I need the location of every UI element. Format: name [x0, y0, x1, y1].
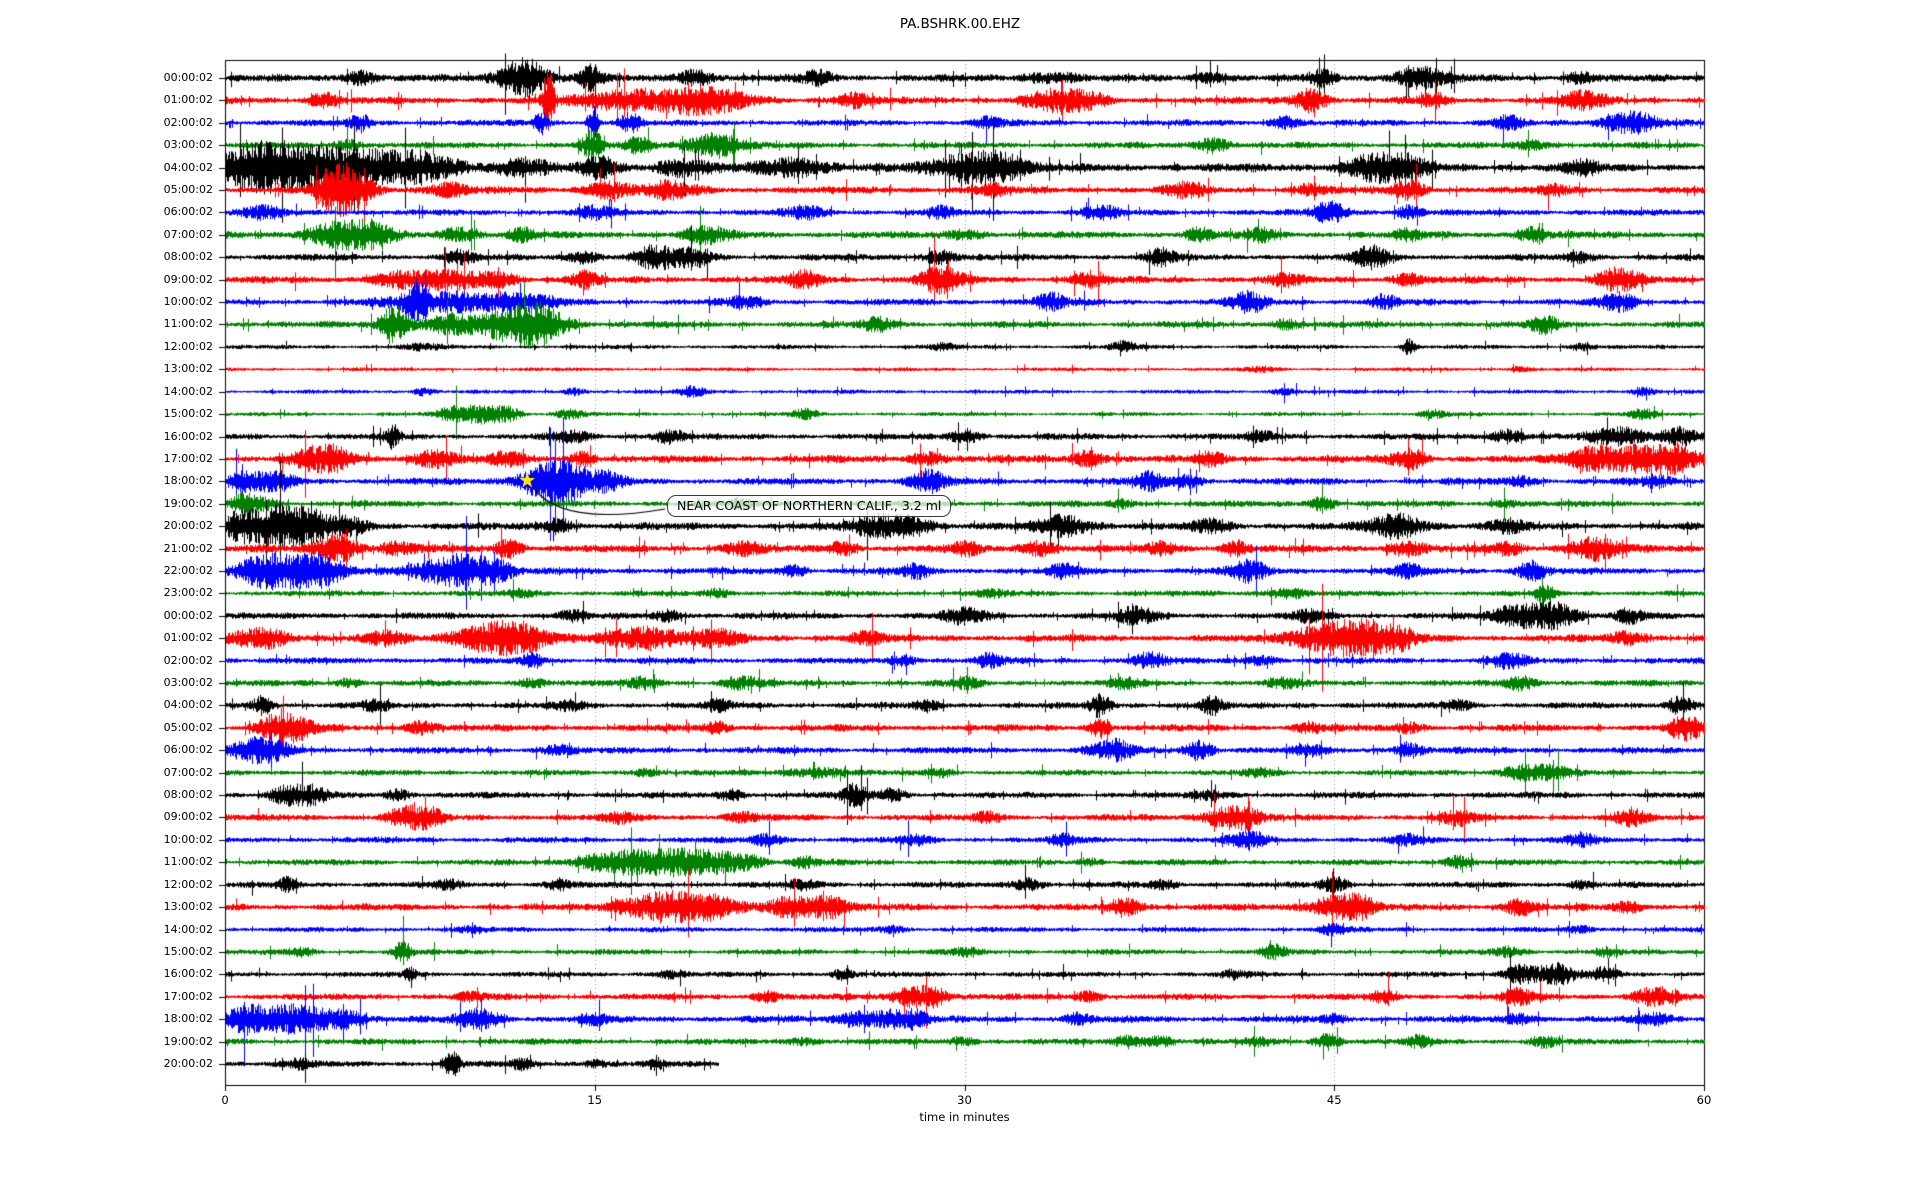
row-label: 09:00:02 — [163, 272, 213, 286]
row-label: 06:00:02 — [163, 743, 213, 757]
row-label: 03:00:02 — [163, 676, 213, 690]
row-label: 03:00:02 — [163, 138, 213, 152]
row-label: 16:00:02 — [163, 967, 213, 981]
row-label: 19:00:02 — [163, 496, 213, 510]
row-label: 01:00:02 — [163, 631, 213, 645]
x-axis-tick-label: 15 — [587, 1093, 603, 1107]
row-label: 08:00:02 — [163, 788, 213, 802]
row-label: 07:00:02 — [163, 227, 213, 241]
row-label: 02:00:02 — [163, 115, 213, 129]
row-label: 11:00:02 — [163, 317, 213, 331]
row-label: 12:00:02 — [163, 877, 213, 891]
x-axis-tick-label: 60 — [1696, 1093, 1712, 1107]
row-label: 04:00:02 — [163, 698, 213, 712]
row-label: 17:00:02 — [163, 451, 213, 465]
row-label: 15:00:02 — [163, 407, 213, 421]
event-annotation-box: NEAR COAST OF NORTHERN CALIF., 3.2 ml — [667, 495, 952, 517]
row-label: 11:00:02 — [163, 855, 213, 869]
row-label: 20:00:02 — [163, 519, 213, 533]
row-label: 23:00:02 — [163, 586, 213, 600]
row-label: 04:00:02 — [163, 160, 213, 174]
row-label: 20:00:02 — [163, 1056, 213, 1070]
event-annotation-text: NEAR COAST OF NORTHERN CALIF., 3.2 ml — [677, 498, 942, 513]
row-label: 00:00:02 — [163, 608, 213, 622]
page-title: PA.BSHRK.00.EHZ — [899, 16, 1021, 32]
row-label: 06:00:02 — [163, 205, 213, 219]
row-label: 12:00:02 — [163, 339, 213, 353]
row-label: 13:00:02 — [163, 362, 213, 376]
row-label: 10:00:02 — [163, 832, 213, 846]
row-label: 08:00:02 — [163, 250, 213, 264]
row-label: 17:00:02 — [163, 989, 213, 1003]
x-axis-title: time in minutes — [919, 1110, 1010, 1124]
row-label: 05:00:02 — [163, 183, 213, 197]
row-label: 14:00:02 — [163, 384, 213, 398]
row-label: 02:00:02 — [163, 653, 213, 667]
row-label: 13:00:02 — [163, 900, 213, 914]
row-label: 22:00:02 — [163, 563, 213, 577]
row-label: 05:00:02 — [163, 720, 213, 734]
row-label: 16:00:02 — [163, 429, 213, 443]
row-label: 19:00:02 — [163, 1034, 213, 1048]
row-label: 10:00:02 — [163, 295, 213, 309]
row-label: 07:00:02 — [163, 765, 213, 779]
x-axis-tick-label: 45 — [1326, 1093, 1342, 1107]
event-star-icon[interactable]: ★ — [518, 468, 537, 493]
row-label: 09:00:02 — [163, 810, 213, 824]
row-label: 00:00:02 — [163, 71, 213, 84]
row-label: 18:00:02 — [163, 1012, 213, 1026]
x-axis-tick-label: 30 — [957, 1093, 972, 1107]
x-axis-tick-label: 0 — [221, 1093, 229, 1107]
row-label: 21:00:02 — [163, 541, 213, 555]
row-label: 14:00:02 — [163, 922, 213, 936]
row-label: 18:00:02 — [163, 474, 213, 488]
row-label: 15:00:02 — [163, 944, 213, 958]
row-label: 01:00:02 — [163, 93, 213, 107]
